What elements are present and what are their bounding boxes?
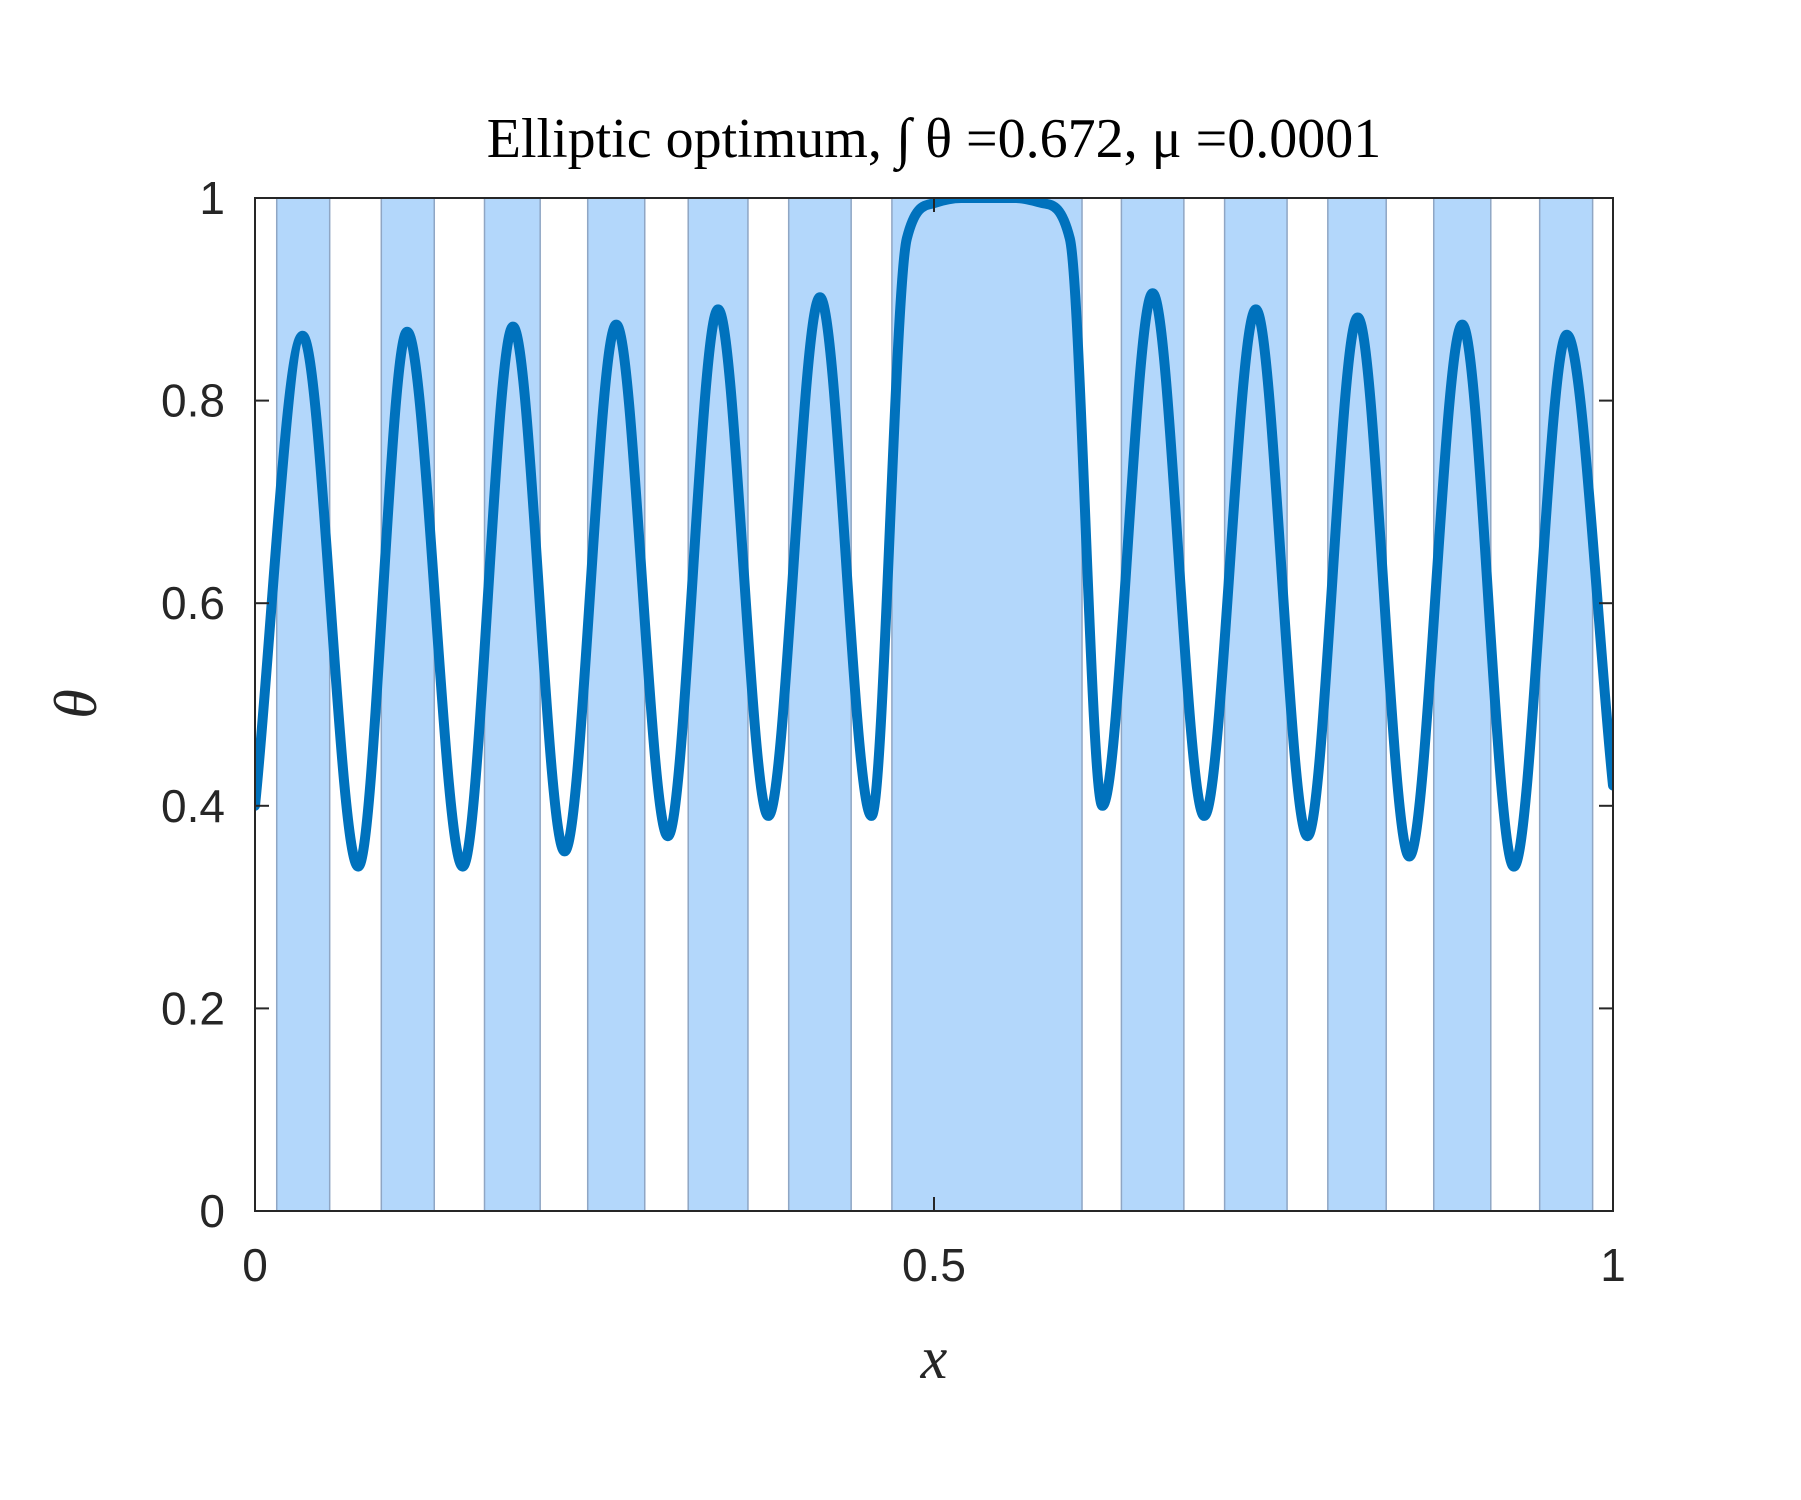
shaded-band-3	[586, 198, 646, 1211]
axis-ticks	[254, 197, 1614, 1212]
shaded-band-0	[275, 198, 331, 1211]
y-tick-label: 0.4	[161, 780, 225, 832]
series-line	[255, 198, 1613, 872]
shaded-band-9	[1327, 198, 1387, 1211]
shaded-band-2	[483, 198, 541, 1211]
y-tick-label: 0.6	[161, 577, 225, 629]
x-tick-label: 1	[1600, 1239, 1626, 1291]
y-tick-label: 1	[199, 172, 225, 224]
x-tick-labels: 0 0.5 1	[242, 1239, 1626, 1291]
y-tick-label: 0.2	[161, 982, 225, 1034]
shaded-band-4	[687, 198, 749, 1211]
x-axis-label: x	[920, 1325, 948, 1391]
y-axis-label: θ	[43, 689, 109, 718]
shaded-bands	[275, 198, 1594, 1211]
chart-title: Elliptic optimum, ∫ θ =0.672, μ =0.0001	[487, 108, 1381, 173]
x-tick-label: 0.5	[902, 1239, 966, 1291]
y-tick-labels: 0 0.2 0.4 0.6 0.8 1	[161, 172, 225, 1237]
shaded-band-8	[1223, 198, 1288, 1211]
data-series	[255, 198, 1613, 872]
shaded-band-6	[891, 198, 1083, 1211]
shaded-band-11	[1538, 198, 1594, 1211]
y-tick-label: 0	[199, 1185, 225, 1237]
shaded-band-10	[1432, 198, 1492, 1211]
shaded-band-5	[787, 198, 852, 1211]
x-tick-label: 0	[242, 1239, 268, 1291]
shaded-band-7	[1120, 198, 1185, 1211]
y-tick-label: 0.8	[161, 375, 225, 427]
shaded-band-1	[380, 198, 436, 1211]
